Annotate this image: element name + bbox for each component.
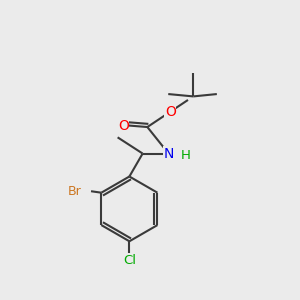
Text: O: O: [165, 105, 176, 119]
Text: H: H: [181, 149, 191, 162]
Text: O: O: [118, 118, 129, 133]
Text: N: N: [164, 146, 174, 161]
Text: Br: Br: [68, 185, 82, 198]
Text: Cl: Cl: [123, 254, 136, 267]
